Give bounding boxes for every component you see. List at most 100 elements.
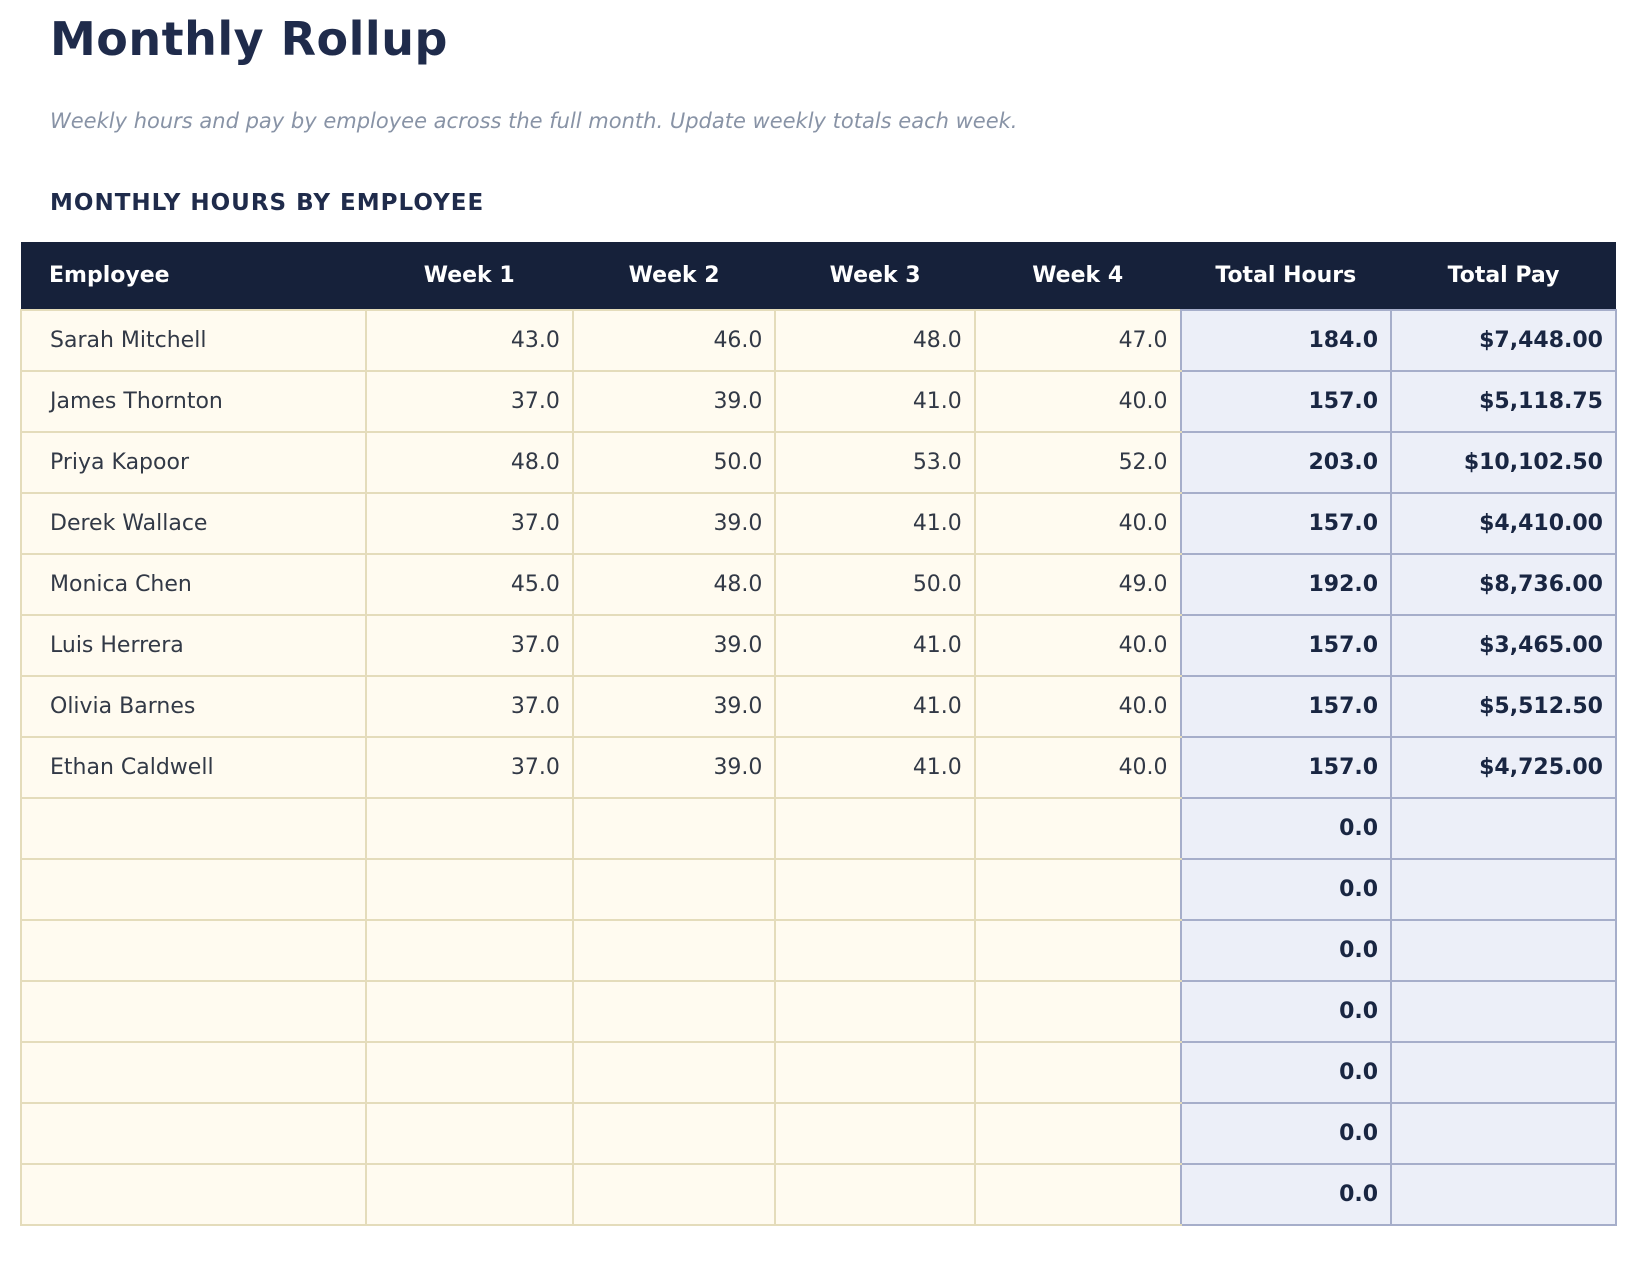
employee-cell[interactable]: Ethan Caldwell bbox=[20, 736, 367, 800]
employee-cell[interactable] bbox=[20, 980, 367, 1044]
employee-cell[interactable] bbox=[20, 919, 367, 983]
table-row: Monica Chen 45.0 48.0 50.0 49.0 192.0 $8,736.0… bbox=[20, 553, 1617, 617]
week1-cell[interactable] bbox=[364, 980, 574, 1044]
total-pay-cell: $8,736.00 bbox=[1390, 553, 1617, 617]
week3-cell[interactable] bbox=[774, 858, 976, 922]
table-row: James Thornton 37.0 39.0 41.0 40.0 157.0 $5,11… bbox=[20, 370, 1617, 434]
week2-cell[interactable] bbox=[571, 919, 777, 983]
employee-cell[interactable]: Sarah Mitchell bbox=[20, 309, 367, 373]
column-header-week1: Week 1 bbox=[365, 242, 573, 311]
week1-cell[interactable]: 48.0 bbox=[364, 431, 574, 495]
total-hours-cell: 157.0 bbox=[1179, 492, 1393, 556]
column-header-employee: Employee bbox=[21, 242, 366, 311]
total-hours-cell: 157.0 bbox=[1179, 370, 1393, 434]
table-row: 0.0 bbox=[20, 980, 1617, 1044]
week4-cell[interactable]: 40.0 bbox=[973, 614, 1182, 678]
week2-cell[interactable]: 50.0 bbox=[571, 431, 777, 495]
week1-cell[interactable]: 45.0 bbox=[364, 553, 574, 617]
week1-cell[interactable]: 37.0 bbox=[364, 492, 574, 556]
week3-cell[interactable]: 48.0 bbox=[774, 309, 976, 373]
week2-cell[interactable]: 48.0 bbox=[571, 553, 777, 617]
week2-cell[interactable]: 39.0 bbox=[571, 675, 777, 739]
week4-cell[interactable]: 40.0 bbox=[973, 736, 1182, 800]
week4-cell[interactable]: 47.0 bbox=[973, 309, 1182, 373]
week1-cell[interactable] bbox=[364, 919, 574, 983]
employee-cell[interactable]: Priya Kapoor bbox=[20, 431, 367, 495]
total-pay-cell bbox=[1390, 980, 1617, 1044]
week4-cell[interactable] bbox=[973, 1102, 1182, 1166]
total-pay-cell bbox=[1390, 1163, 1617, 1227]
total-pay-cell bbox=[1390, 797, 1617, 861]
week1-cell[interactable]: 37.0 bbox=[364, 675, 574, 739]
week2-cell[interactable]: 39.0 bbox=[571, 736, 777, 800]
total-pay-cell bbox=[1390, 919, 1617, 983]
week3-cell[interactable]: 50.0 bbox=[774, 553, 976, 617]
employee-cell[interactable]: Monica Chen bbox=[20, 553, 367, 617]
week4-cell[interactable] bbox=[973, 1163, 1182, 1227]
week4-cell[interactable] bbox=[973, 1041, 1182, 1105]
employee-cell[interactable]: Luis Herrera bbox=[20, 614, 367, 678]
total-hours-cell: 157.0 bbox=[1179, 736, 1393, 800]
week4-cell[interactable] bbox=[973, 919, 1182, 983]
week4-cell[interactable] bbox=[973, 980, 1182, 1044]
total-hours-cell: 184.0 bbox=[1179, 309, 1393, 373]
week2-cell[interactable] bbox=[571, 1102, 777, 1166]
week1-cell[interactable]: 37.0 bbox=[364, 614, 574, 678]
week4-cell[interactable]: 52.0 bbox=[973, 431, 1182, 495]
employee-cell[interactable]: James Thornton bbox=[20, 370, 367, 434]
week1-cell[interactable]: 37.0 bbox=[364, 370, 574, 434]
week3-cell[interactable]: 41.0 bbox=[774, 370, 976, 434]
table-row: Sarah Mitchell 43.0 46.0 48.0 47.0 184.0 $7,44… bbox=[20, 309, 1617, 373]
week1-cell[interactable] bbox=[364, 858, 574, 922]
employee-cell[interactable] bbox=[20, 1102, 367, 1166]
week1-cell[interactable] bbox=[364, 1102, 574, 1166]
employee-cell[interactable] bbox=[20, 1163, 367, 1227]
table-header-row: Employee Week 1 Week 2 Week 3 Week 4 Tot… bbox=[21, 242, 1616, 311]
employee-cell[interactable] bbox=[20, 858, 367, 922]
week3-cell[interactable]: 41.0 bbox=[774, 614, 976, 678]
week2-cell[interactable] bbox=[571, 858, 777, 922]
total-hours-cell: 192.0 bbox=[1179, 553, 1393, 617]
week3-cell[interactable]: 41.0 bbox=[774, 492, 976, 556]
week2-cell[interactable]: 46.0 bbox=[571, 309, 777, 373]
week2-cell[interactable] bbox=[571, 980, 777, 1044]
week3-cell[interactable]: 41.0 bbox=[774, 736, 976, 800]
week4-cell[interactable]: 40.0 bbox=[973, 370, 1182, 434]
week4-cell[interactable]: 40.0 bbox=[973, 675, 1182, 739]
week1-cell[interactable] bbox=[364, 1041, 574, 1105]
week2-cell[interactable] bbox=[571, 1041, 777, 1105]
week3-cell[interactable]: 53.0 bbox=[774, 431, 976, 495]
week3-cell[interactable] bbox=[774, 980, 976, 1044]
week4-cell[interactable] bbox=[973, 797, 1182, 861]
week1-cell[interactable] bbox=[364, 797, 574, 861]
week4-cell[interactable]: 40.0 bbox=[973, 492, 1182, 556]
week2-cell[interactable]: 39.0 bbox=[571, 370, 777, 434]
week1-cell[interactable] bbox=[364, 1163, 574, 1227]
week4-cell[interactable]: 49.0 bbox=[973, 553, 1182, 617]
week3-cell[interactable] bbox=[774, 797, 976, 861]
week2-cell[interactable]: 39.0 bbox=[571, 492, 777, 556]
week2-cell[interactable] bbox=[571, 1163, 777, 1227]
page-title: Monthly Rollup bbox=[50, 12, 448, 66]
employee-cell[interactable]: Olivia Barnes bbox=[20, 675, 367, 739]
week1-cell[interactable]: 43.0 bbox=[364, 309, 574, 373]
employee-cell[interactable]: Derek Wallace bbox=[20, 492, 367, 556]
table-row: 0.0 bbox=[20, 1102, 1617, 1166]
employee-cell[interactable] bbox=[20, 797, 367, 861]
week4-cell[interactable] bbox=[973, 858, 1182, 922]
total-pay-cell: $4,725.00 bbox=[1390, 736, 1617, 800]
week2-cell[interactable] bbox=[571, 797, 777, 861]
total-pay-cell bbox=[1390, 858, 1617, 922]
week1-cell[interactable]: 37.0 bbox=[364, 736, 574, 800]
week2-cell[interactable]: 39.0 bbox=[571, 614, 777, 678]
week3-cell[interactable] bbox=[774, 1163, 976, 1227]
monthly-hours-table: Employee Week 1 Week 2 Week 3 Week 4 Tot… bbox=[20, 242, 1617, 1227]
week3-cell[interactable] bbox=[774, 1041, 976, 1105]
employee-cell[interactable] bbox=[20, 1041, 367, 1105]
week3-cell[interactable] bbox=[774, 1102, 976, 1166]
table-row: 0.0 bbox=[20, 919, 1617, 983]
week3-cell[interactable]: 41.0 bbox=[774, 675, 976, 739]
column-header-week3: Week 3 bbox=[775, 242, 975, 311]
week3-cell[interactable] bbox=[774, 919, 976, 983]
